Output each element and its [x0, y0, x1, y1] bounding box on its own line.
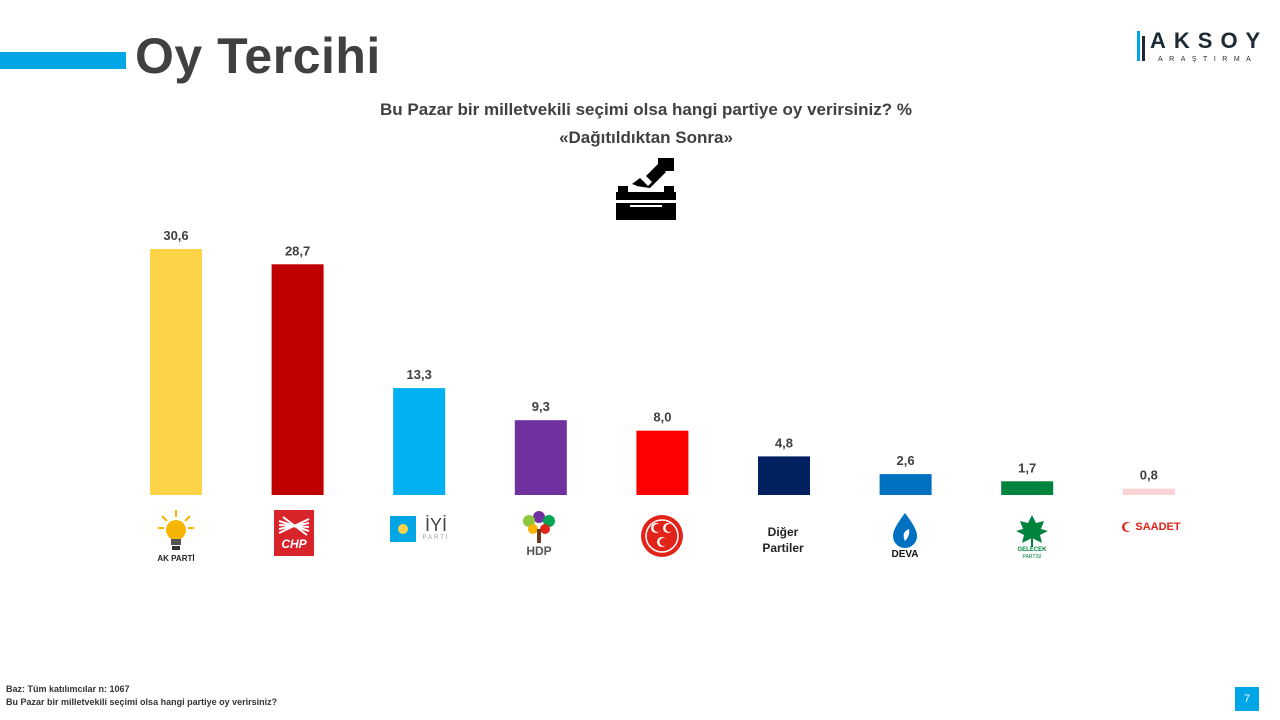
- bar-value-label-3: 13,3: [407, 367, 432, 382]
- page-title: Oy Tercihi: [135, 28, 381, 84]
- sun-icon: [390, 516, 417, 542]
- ballot-box-icon: [616, 158, 676, 220]
- hdp-label: HDP: [526, 544, 552, 558]
- diger-label-line1: Diğer: [767, 525, 799, 539]
- saadet-label: SAADET: [1135, 521, 1181, 533]
- logo-saadet: SAADET: [1118, 516, 1184, 538]
- gelecek-label: GELECEK: [1017, 546, 1047, 553]
- leaf-icon: [1016, 514, 1048, 547]
- logo-iyi: İYİ PARTİ: [388, 512, 452, 546]
- footnote-base: Baz: Tüm katılımcılar n: 1067: [6, 684, 130, 694]
- bar-value-label-8: 1,7: [1018, 460, 1036, 475]
- logo-hdp: HDP: [514, 508, 564, 560]
- brand-logo: AKSOY ARAŞTIRMA: [1136, 28, 1260, 68]
- iyi-sub-label: PARTİ: [422, 535, 450, 541]
- bar-9: [1122, 488, 1175, 495]
- six-arrows-icon: [278, 516, 310, 536]
- iyi-label: İYİ: [424, 515, 447, 535]
- bar-8: [1001, 481, 1054, 495]
- bar-value-label-6: 4,8: [775, 435, 793, 450]
- diger-label-line2: Partiler: [762, 541, 804, 555]
- crescents-icon: [641, 515, 683, 557]
- chart-subtitle: «Dağıtıldıktan Sonra»: [559, 128, 733, 147]
- footnote-question: Bu Pazar bir milletvekili seçimi olsa ha…: [6, 697, 278, 707]
- bar-4: [514, 420, 567, 495]
- bar-6: [758, 456, 810, 495]
- bar-1: [150, 249, 202, 495]
- bar-value-label-7: 2,6: [897, 453, 915, 468]
- chp-label: CHP: [281, 537, 307, 551]
- bar-3: [393, 388, 446, 495]
- gelecek-sub-label: PARTİSİ: [1022, 553, 1042, 560]
- bar-value-label-1: 30,6: [163, 228, 188, 243]
- page-number: 7: [1235, 687, 1259, 711]
- title-accent-bar: [0, 52, 126, 69]
- logo-deva: DEVA: [884, 508, 926, 564]
- brand-mark-icon: [1137, 31, 1145, 61]
- bar-value-label-4: 9,3: [532, 399, 550, 414]
- deva-label: DEVA: [891, 549, 919, 560]
- logo-akp: AK PARTİ: [146, 504, 206, 568]
- bar-value-label-9: 0,8: [1140, 468, 1158, 483]
- tree-icon: [523, 511, 555, 543]
- logo-mhp: [640, 514, 684, 558]
- crescent-star-icon: [1122, 522, 1133, 532]
- logo-gelecek: GELECEK PARTİSİ: [1008, 508, 1056, 564]
- water-drop-icon: [893, 513, 917, 548]
- label-diger-partiler: Diğer Partiler: [744, 522, 822, 558]
- chart-title: Bu Pazar bir milletvekili seçimi olsa ha…: [340, 96, 952, 152]
- brand-name: AKSOY: [1150, 28, 1269, 53]
- bar-value-label-2: 28,7: [285, 243, 310, 258]
- bar-2: [271, 264, 324, 495]
- bar-5: [636, 430, 689, 495]
- brand-subtitle: ARAŞTIRMA: [1158, 56, 1258, 63]
- bar-value-label-5: 8,0: [653, 410, 671, 425]
- chart-question: Bu Pazar bir milletvekili seçimi olsa ha…: [380, 100, 912, 119]
- light-bulb-icon: [158, 510, 194, 550]
- bar-7: [879, 474, 932, 495]
- logo-chp: CHP: [274, 510, 314, 556]
- akp-label: AK PARTİ: [157, 554, 195, 563]
